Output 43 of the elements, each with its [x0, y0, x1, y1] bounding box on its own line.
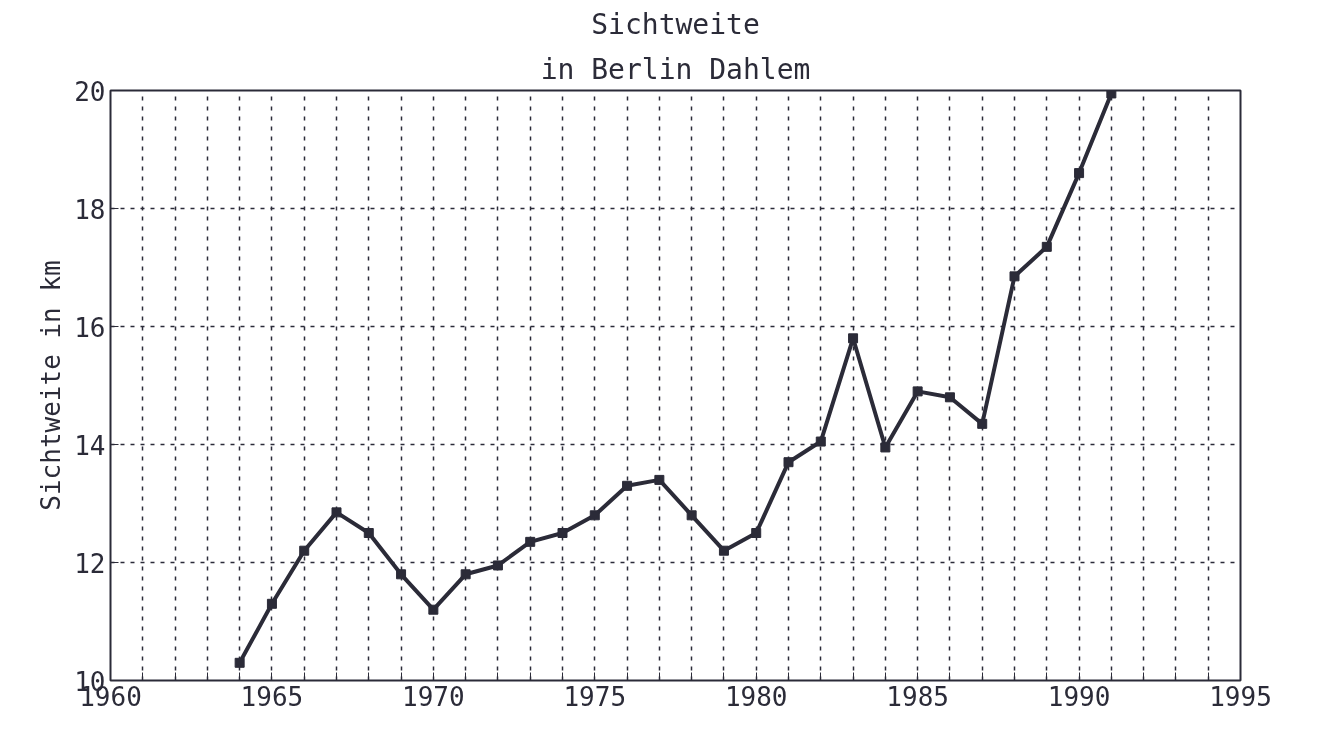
- chart-subtitle: in Berlin Dahlem: [540, 52, 811, 86]
- x-tick-label: 1980: [724, 681, 788, 712]
- point: [557, 528, 568, 538]
- point: [525, 536, 536, 547]
- y-tick-label: 18: [74, 194, 106, 225]
- point: [912, 386, 923, 397]
- y-tick-label: 12: [74, 548, 106, 579]
- point: [1041, 241, 1052, 252]
- point: [492, 560, 503, 571]
- point: [686, 510, 697, 521]
- point: [654, 474, 665, 485]
- point: [1009, 271, 1020, 282]
- point: [1074, 168, 1085, 179]
- y-tick-label: 14: [74, 430, 106, 461]
- x-tick-label: 1990: [1047, 681, 1111, 712]
- point: [428, 604, 439, 615]
- point: [331, 507, 342, 518]
- point: [783, 457, 794, 468]
- point: [266, 598, 277, 609]
- point: [815, 436, 826, 447]
- point: [848, 333, 859, 344]
- point: [363, 528, 374, 538]
- point: [234, 657, 245, 668]
- chart-title: Sichtweite: [591, 7, 760, 41]
- point: [622, 480, 633, 491]
- x-tick-label: 1995: [1209, 681, 1272, 712]
- point: [977, 418, 988, 429]
- x-tick-label: 1975: [563, 681, 627, 712]
- x-tick-label: 1970: [402, 681, 465, 712]
- x-tick-label: 1985: [886, 681, 949, 712]
- y-tick-label: 20: [74, 76, 106, 107]
- y-tick-label: 16: [74, 312, 106, 343]
- point: [880, 442, 891, 453]
- point: [944, 392, 955, 403]
- point: [751, 528, 762, 538]
- point: [1106, 90, 1117, 99]
- y-axis-title: Sichtweite in km: [36, 260, 67, 511]
- point: [299, 545, 310, 556]
- point: [396, 569, 407, 580]
- x-tick-label: 1965: [240, 681, 304, 712]
- point: [718, 545, 729, 556]
- point: [460, 569, 471, 580]
- point: [589, 510, 600, 521]
